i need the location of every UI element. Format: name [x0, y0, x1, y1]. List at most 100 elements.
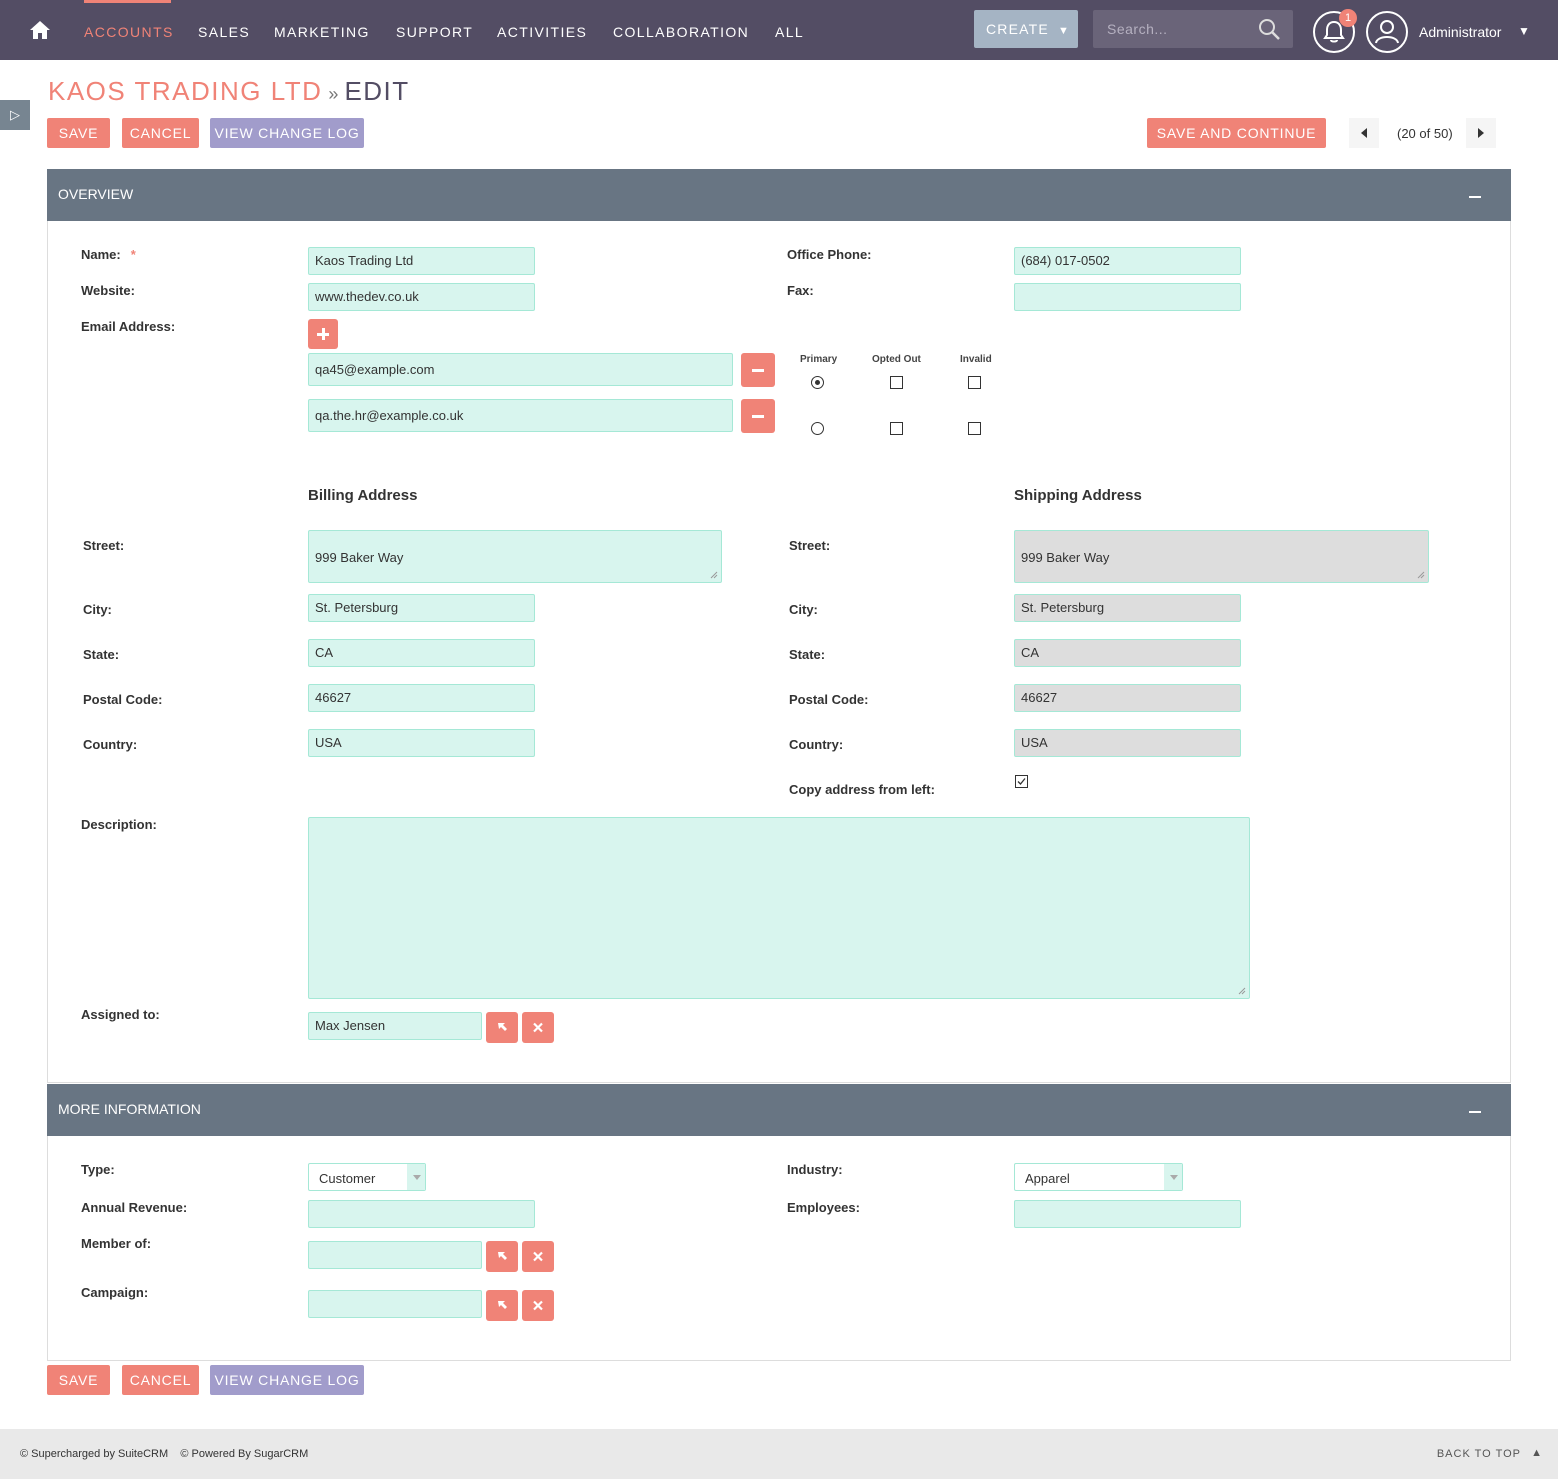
user-name[interactable]: Administrator [1419, 24, 1502, 40]
nav-support[interactable]: SUPPORT [396, 24, 474, 40]
nav-accounts[interactable]: ACCOUNTS [84, 24, 174, 40]
email-primary-radio-2[interactable] [811, 422, 824, 435]
view-change-log-button-bottom[interactable]: VIEW CHANGE LOG [210, 1365, 364, 1395]
description-textarea[interactable] [308, 817, 1250, 999]
employees-input[interactable] [1014, 1200, 1241, 1228]
cancel-button[interactable]: CANCEL [122, 118, 199, 148]
nav-marketing[interactable]: MARKETING [274, 24, 370, 40]
save-and-continue-button[interactable]: SAVE AND CONTINUE [1147, 118, 1326, 148]
dropdown-caret-icon [407, 1164, 425, 1190]
type-label: Type: [81, 1162, 115, 1177]
billing-country-input[interactable]: USA [308, 729, 535, 757]
nav-sales[interactable]: SALES [198, 24, 251, 40]
supercharged-link[interactable]: © Supercharged by SuiteCRM [20, 1448, 169, 1460]
view-change-log-button[interactable]: VIEW CHANGE LOG [210, 118, 364, 148]
billing-postal-input[interactable]: 46627 [308, 684, 535, 712]
more-information-panel-header[interactable]: MORE INFORMATION [47, 1084, 1511, 1136]
next-record-button[interactable] [1466, 118, 1496, 148]
resize-grip-icon[interactable] [1238, 987, 1246, 995]
back-to-top-link[interactable]: BACK TO TOP [1436, 1448, 1521, 1460]
powered-link[interactable]: © Powered By SugarCRM [180, 1448, 309, 1460]
member-of-select-button[interactable] [486, 1241, 518, 1272]
description-label: Description: [81, 817, 157, 832]
email-invalid-checkbox-1[interactable] [968, 376, 981, 389]
cancel-button-bottom[interactable]: CANCEL [122, 1365, 199, 1395]
user-avatar[interactable] [1366, 11, 1408, 53]
overview-panel-header[interactable]: OVERVIEW [47, 169, 1511, 221]
title-separator: » [328, 84, 339, 104]
save-button[interactable]: SAVE [47, 118, 110, 148]
select-arrow-icon [498, 1252, 507, 1260]
arrow-up-icon[interactable]: ▲ [1531, 1447, 1542, 1459]
collapse-icon[interactable] [1469, 196, 1481, 198]
campaign-input[interactable] [308, 1290, 482, 1318]
website-input[interactable]: www.thedev.co.uk [308, 283, 535, 311]
name-input[interactable]: Kaos Trading Ltd [308, 247, 535, 275]
fax-input[interactable] [1014, 283, 1241, 311]
previous-record-button[interactable] [1349, 118, 1379, 148]
email-input-2[interactable]: qa.the.hr@example.co.uk [308, 399, 733, 432]
collapse-icon[interactable] [1469, 1111, 1481, 1113]
search-icon[interactable] [1257, 17, 1281, 41]
campaign-clear-button[interactable] [522, 1290, 554, 1321]
copy-address-checkbox[interactable] [1015, 775, 1028, 788]
assigned-clear-button[interactable] [522, 1012, 554, 1043]
nav-collaboration[interactable]: COLLABORATION [613, 24, 750, 40]
email-opted-out-checkbox-1[interactable] [890, 376, 903, 389]
search-input[interactable]: Search... [1107, 21, 1168, 37]
billing-street-input[interactable]: 999 Baker Way [308, 530, 722, 583]
remove-email-button-1[interactable] [741, 353, 775, 387]
email-primary-radio-1[interactable] [811, 376, 824, 389]
campaign-select-button[interactable] [486, 1290, 518, 1321]
shipping-postal-input[interactable]: 46627 [1014, 684, 1241, 712]
industry-select[interactable]: Apparel [1014, 1163, 1183, 1191]
opted-out-column-header: Opted Out [872, 354, 921, 365]
pager-count: (20 of 50) [1397, 126, 1453, 141]
required-marker: * [130, 247, 136, 262]
member-of-clear-button[interactable] [522, 1241, 554, 1272]
dropdown-caret-icon [1164, 1164, 1182, 1190]
shipping-state-input[interactable]: CA [1014, 639, 1241, 667]
more-information-panel-body [47, 1136, 1511, 1361]
primary-column-header: Primary [800, 354, 838, 365]
notifications-button[interactable] [1313, 11, 1355, 53]
billing-city-input[interactable]: St. Petersburg [308, 594, 535, 622]
nav-all[interactable]: ALL [775, 24, 805, 40]
create-label: CREATE [986, 21, 1049, 37]
fax-label: Fax: [787, 283, 814, 298]
add-email-button[interactable] [308, 319, 338, 349]
email-opted-out-checkbox-2[interactable] [890, 422, 903, 435]
sidebar-toggle-button[interactable]: ▷ [0, 100, 30, 130]
home-icon[interactable] [26, 16, 54, 44]
annual-revenue-input[interactable] [308, 1200, 535, 1228]
notification-badge: 1 [1339, 9, 1357, 27]
search-box[interactable]: Search... [1093, 10, 1293, 48]
shipping-city-input[interactable]: St. Petersburg [1014, 594, 1241, 622]
minus-icon [752, 368, 764, 372]
page-mode: EDIT [344, 76, 410, 106]
member-of-input[interactable] [308, 1241, 482, 1269]
create-button[interactable]: CREATE ▼ [974, 10, 1078, 48]
nav-activities[interactable]: ACTIVITIES [497, 24, 588, 40]
billing-state-input[interactable]: CA [308, 639, 535, 667]
resize-grip-icon[interactable] [1417, 571, 1425, 579]
shipping-country-input[interactable]: USA [1014, 729, 1241, 757]
type-select[interactable]: Customer [308, 1163, 426, 1191]
shipping-street-label: Street: [789, 538, 831, 553]
email-input-1[interactable]: qa45@example.com [308, 353, 733, 386]
billing-street-value: 999 Baker Way [315, 550, 404, 565]
industry-value: Apparel [1025, 1171, 1070, 1186]
assigned-to-input[interactable]: Max Jensen [308, 1012, 482, 1040]
office-phone-input[interactable]: (684) 017-0502 [1014, 247, 1241, 275]
clear-x-icon [533, 1022, 543, 1033]
email-invalid-checkbox-2[interactable] [968, 422, 981, 435]
resize-grip-icon[interactable] [710, 571, 718, 579]
assigned-select-button[interactable] [486, 1012, 518, 1043]
triangle-left-icon [1361, 128, 1367, 138]
remove-email-button-2[interactable] [741, 399, 775, 433]
shipping-street-input[interactable]: 999 Baker Way [1014, 530, 1429, 583]
user-menu-caret-icon[interactable]: ▼ [1518, 24, 1530, 38]
billing-city-label: City: [83, 602, 112, 617]
industry-label: Industry: [787, 1162, 843, 1177]
save-button-bottom[interactable]: SAVE [47, 1365, 110, 1395]
